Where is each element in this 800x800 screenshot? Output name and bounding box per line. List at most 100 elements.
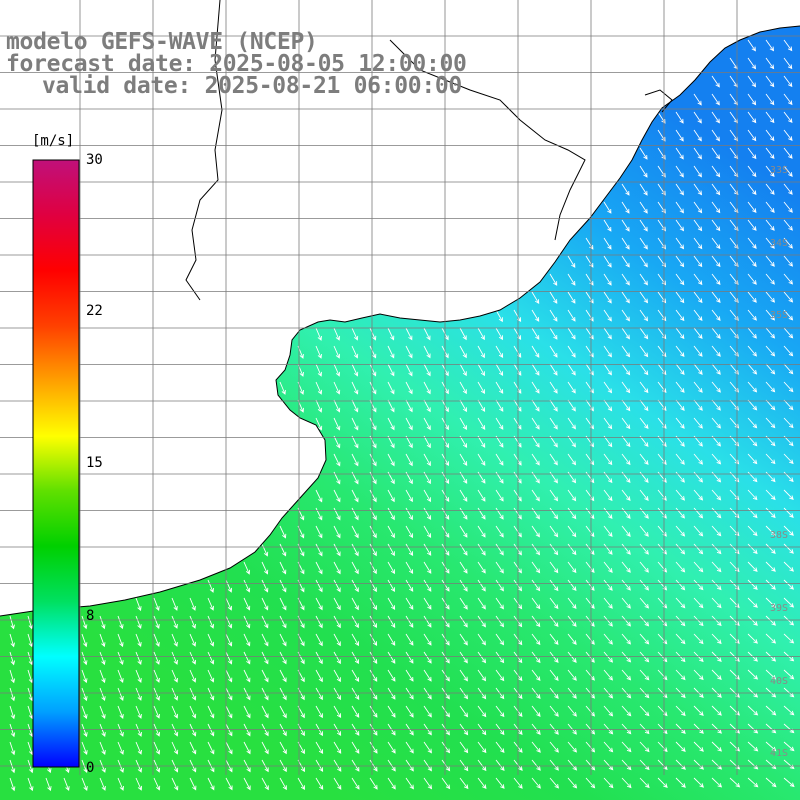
wind-arrow <box>747 705 759 716</box>
wind-arrow <box>423 363 431 377</box>
wind-arrow <box>315 651 323 665</box>
wind-arrow <box>585 633 595 645</box>
wind-arrow <box>387 381 395 395</box>
wind-arrow <box>783 201 793 213</box>
wind-arrow <box>477 669 487 682</box>
wind-arrow <box>333 381 341 395</box>
wind-arrow <box>747 453 758 465</box>
wind-arrow <box>81 723 88 738</box>
latitude-label: 39S <box>770 603 789 614</box>
wind-arrow <box>603 237 612 250</box>
wind-arrow <box>603 525 613 538</box>
wind-arrow <box>351 561 359 575</box>
wind-arrow <box>603 381 613 394</box>
wind-arrow <box>315 399 323 413</box>
wind-arrow <box>783 345 794 357</box>
wind-arrow <box>747 165 757 178</box>
wind-arrow <box>747 579 758 590</box>
wind-arrow <box>639 597 650 609</box>
wind-arrow <box>693 327 703 340</box>
wind-arrow <box>783 741 795 752</box>
wind-arrow <box>711 579 722 591</box>
wind-arrow <box>117 723 124 737</box>
wind-arrow <box>261 741 269 755</box>
wind-arrow <box>657 345 667 358</box>
wind-arrow <box>315 525 323 539</box>
wind-arrow <box>477 525 486 538</box>
wind-arrow <box>711 633 722 645</box>
wind-arrow <box>567 273 576 286</box>
wind-arrow <box>531 651 541 664</box>
wind-arrow <box>99 651 106 666</box>
wind-arrow <box>405 705 414 718</box>
wind-arrow <box>531 399 540 412</box>
wind-arrow <box>225 669 233 683</box>
wind-arrow <box>747 345 758 357</box>
wind-arrow <box>747 39 756 52</box>
wind-arrow <box>621 633 632 645</box>
wind-arrow <box>9 705 16 720</box>
wind-arrow <box>369 381 377 395</box>
wind-arrow <box>441 759 451 772</box>
wind-arrow <box>783 381 794 393</box>
wind-arrow <box>135 651 142 665</box>
wind-arrow <box>81 705 88 720</box>
coastline <box>0 25 800 617</box>
wind-arrow <box>765 471 776 483</box>
wind-arrow <box>603 255 612 268</box>
wind-arrow <box>495 543 504 556</box>
wind-arrow <box>243 597 251 611</box>
wind-arrow <box>315 777 324 790</box>
wind-arrow <box>243 687 251 701</box>
wind-arrow <box>765 777 777 788</box>
wind-arrow <box>567 579 577 592</box>
wind-arrow <box>513 399 522 412</box>
wind-arrow <box>153 597 160 611</box>
wind-arrow <box>639 615 650 627</box>
wind-arrow <box>747 381 758 393</box>
wind-arrow <box>81 615 88 630</box>
wind-arrow <box>153 741 161 755</box>
wind-arrow <box>261 651 269 665</box>
wind-arrow <box>315 669 323 683</box>
wind-arrow <box>243 633 251 647</box>
wind-arrow <box>585 237 594 250</box>
wind-arrow <box>279 687 287 701</box>
wind-arrow <box>333 327 341 341</box>
wind-arrow <box>675 309 685 322</box>
wind-arrow <box>99 777 106 791</box>
wind-arrow <box>531 543 541 556</box>
wind-arrow <box>477 417 486 431</box>
wind-arrow <box>351 741 360 754</box>
wind-arrow <box>531 597 541 610</box>
wind-arrow <box>99 669 106 684</box>
wind-arrow <box>621 651 632 663</box>
wind-arrow <box>189 651 197 665</box>
wind-arrow <box>549 525 559 538</box>
wind-arrow <box>441 651 450 664</box>
wind-arrow <box>423 777 433 790</box>
wind-arrow <box>333 759 342 772</box>
wind-arrow <box>711 237 721 250</box>
wind-arrow <box>117 669 124 683</box>
wind-arrow <box>369 579 377 593</box>
wind-arrow <box>603 219 612 232</box>
wind-arrow <box>729 183 739 196</box>
wind-arrow <box>567 777 578 789</box>
wind-arrow <box>747 309 757 321</box>
wind-arrow <box>603 363 612 376</box>
wind-arrow <box>441 705 450 718</box>
border-line <box>389 39 586 241</box>
latitude-label: 41S <box>770 748 789 759</box>
wind-arrow <box>99 723 106 737</box>
wind-arrow <box>387 543 395 557</box>
wind-arrow <box>423 543 432 556</box>
wind-arrow <box>621 417 631 430</box>
ocean-field <box>0 26 800 800</box>
wind-arrow <box>495 759 505 772</box>
wind-arrow <box>369 759 378 772</box>
wind-arrow <box>693 777 704 788</box>
wind-arrow <box>153 687 160 701</box>
wind-arrow <box>459 741 469 754</box>
wind-arrow <box>315 741 324 754</box>
